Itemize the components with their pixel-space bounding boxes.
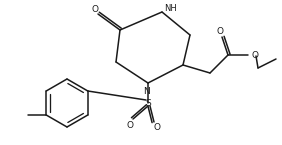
Text: NH: NH xyxy=(164,4,177,13)
Text: O: O xyxy=(153,124,160,133)
Text: N: N xyxy=(143,87,149,96)
Text: O: O xyxy=(252,51,259,60)
Text: S: S xyxy=(145,98,151,107)
Text: O: O xyxy=(127,120,133,129)
Text: O: O xyxy=(217,28,224,37)
Text: O: O xyxy=(91,6,98,14)
